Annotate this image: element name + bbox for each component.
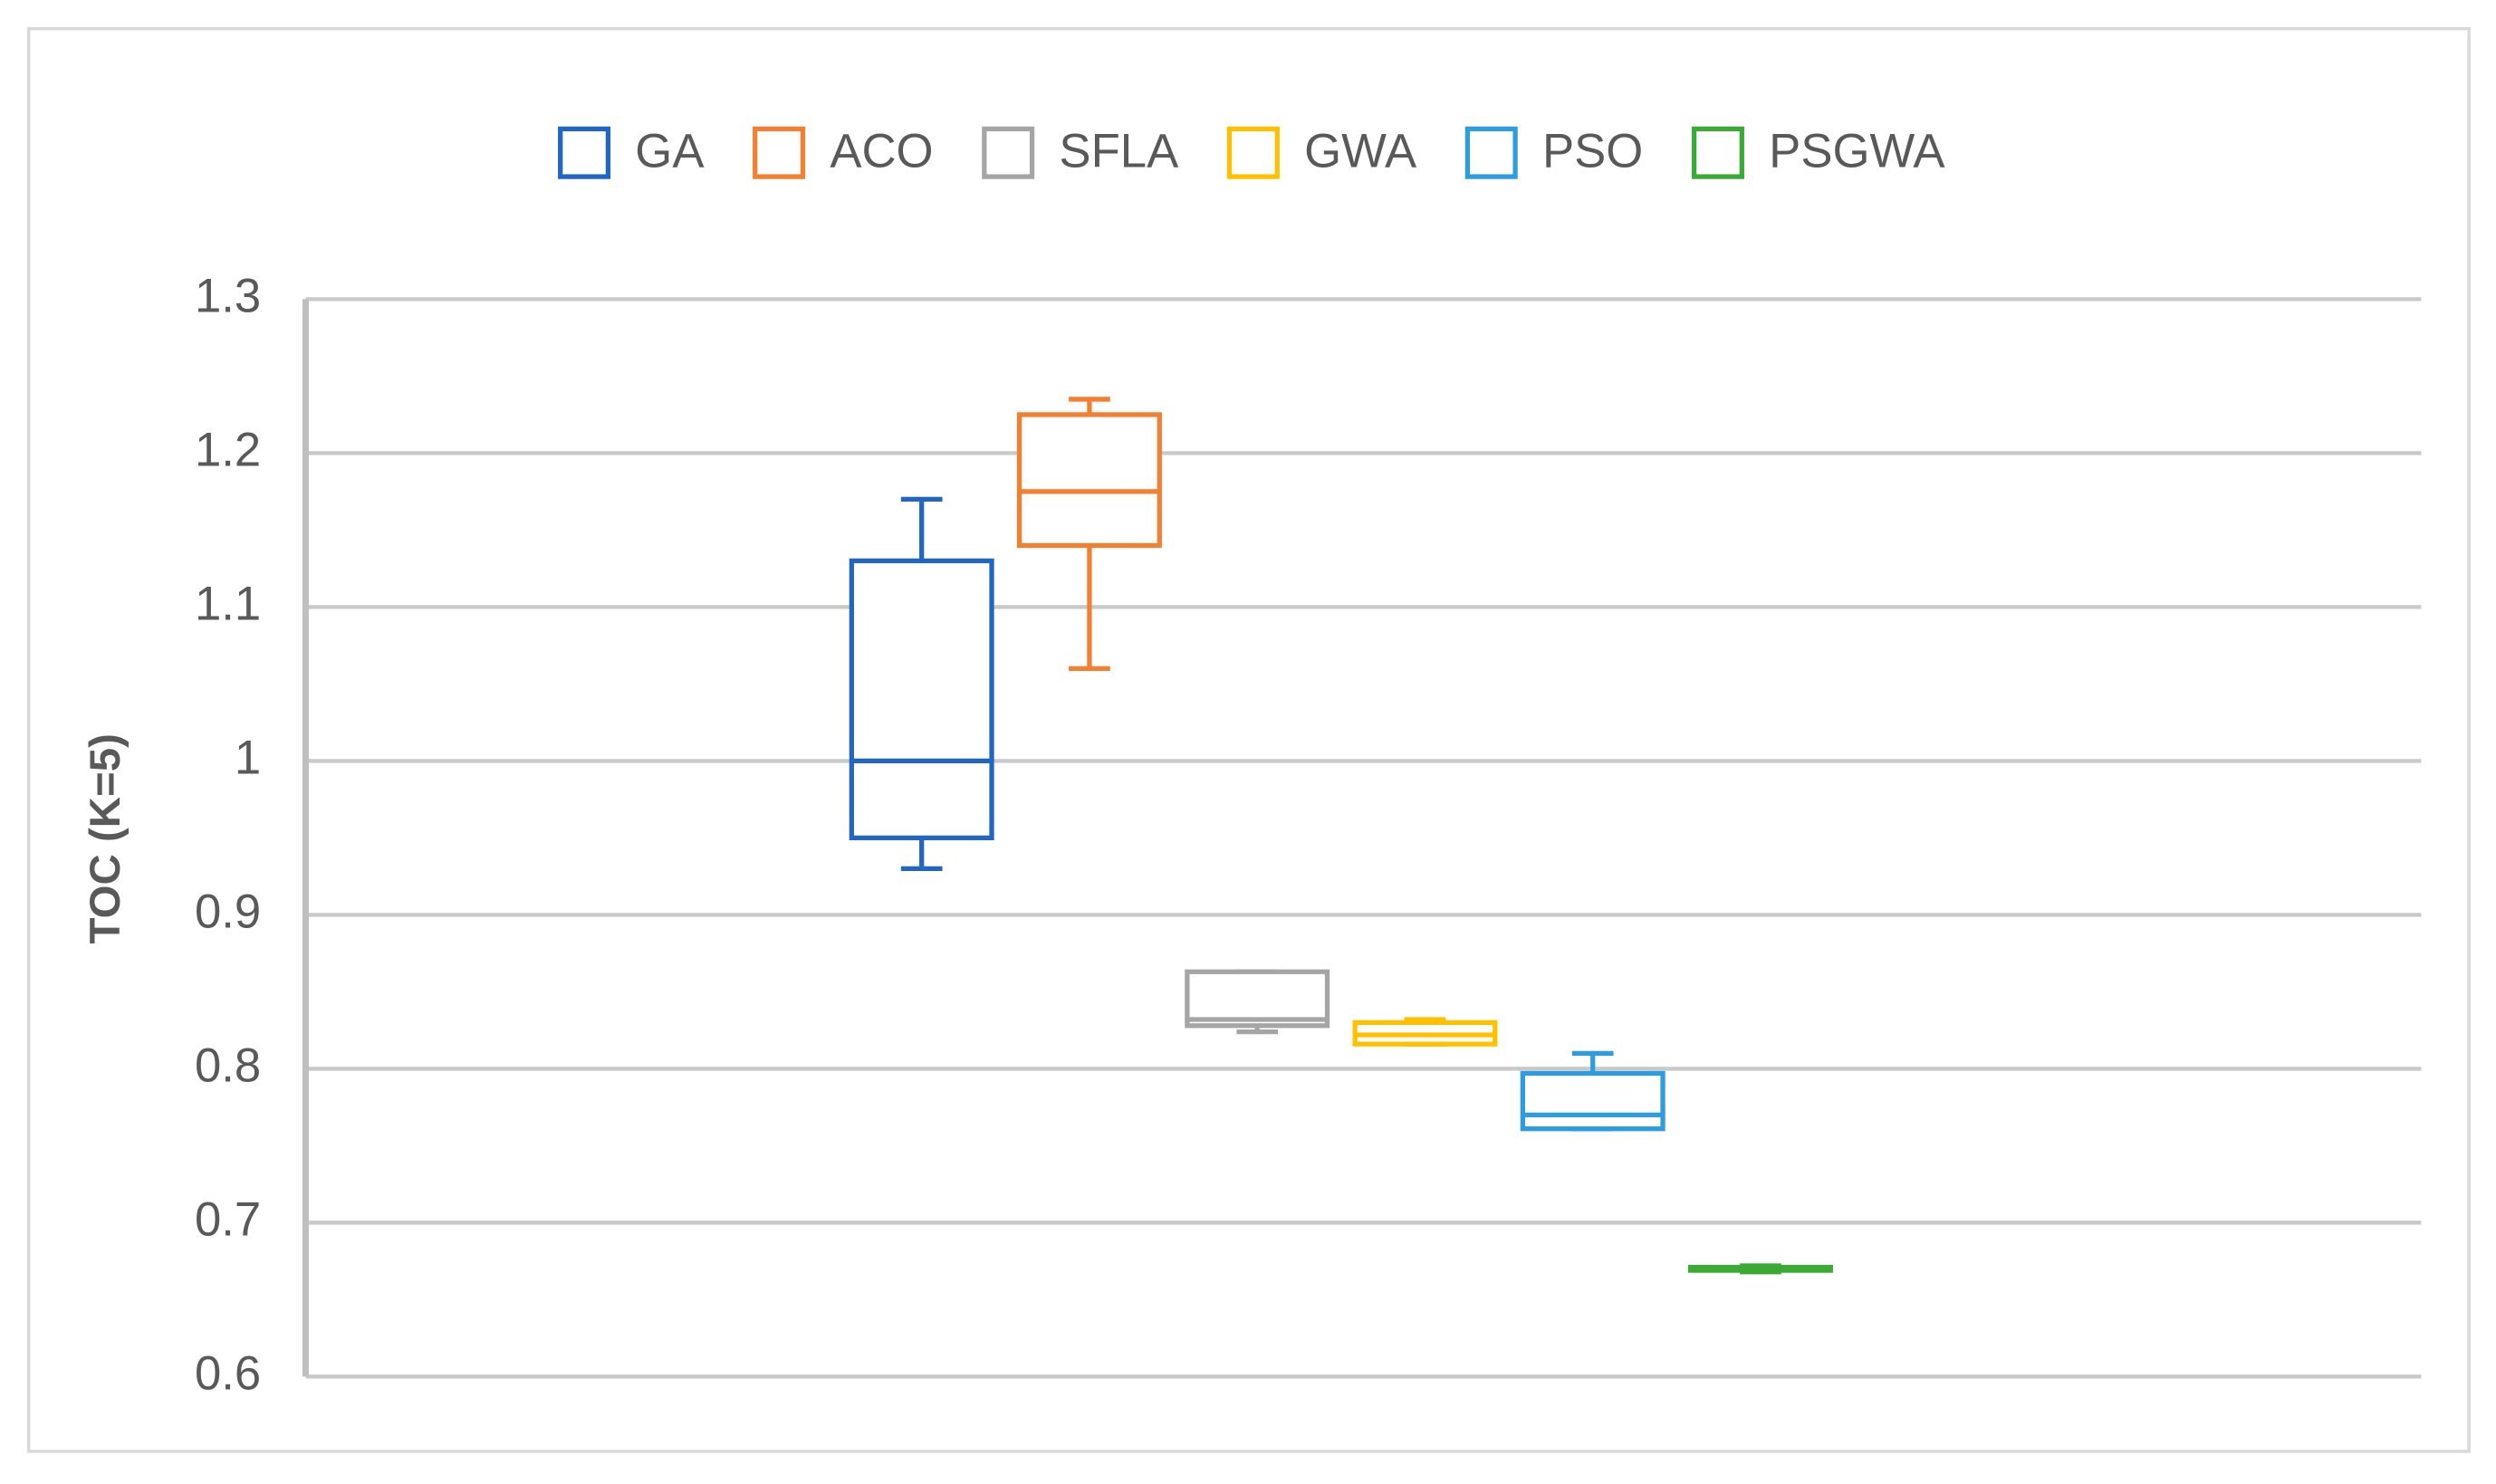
y-tick-label: 0.8 <box>195 1039 261 1092</box>
legend-label: SFLA <box>1059 124 1179 177</box>
legend-label: GA <box>635 124 705 177</box>
legend-swatch <box>753 126 806 179</box>
box <box>849 558 994 841</box>
y-tick-label: 1.3 <box>195 269 261 322</box>
box <box>1016 412 1162 549</box>
legend-label: PSGWA <box>1769 124 1945 177</box>
legend-swatch <box>1464 126 1518 179</box>
y-axis-title: TOC (K=5) <box>82 733 130 943</box>
legend-swatch <box>1226 126 1280 179</box>
legend-label: ACO <box>830 124 933 177</box>
y-tick-label: 1.1 <box>195 577 261 630</box>
y-tick-label: 1.2 <box>195 423 261 476</box>
box <box>1185 969 1330 1029</box>
legend-swatch <box>558 126 611 179</box>
y-tick-label: 1 <box>235 731 261 784</box>
y-tick-label: 0.6 <box>195 1346 261 1400</box>
y-tick-label: 0.9 <box>195 885 261 938</box>
legend-swatch <box>982 126 1035 179</box>
y-tick-label: 0.7 <box>195 1192 261 1246</box>
box <box>1520 1070 1666 1132</box>
legend-swatch <box>1691 126 1744 179</box>
chart-frame <box>26 26 2471 1453</box>
legend-label: PSO <box>1542 124 1643 177</box>
legend-label: GWA <box>1304 124 1417 177</box>
